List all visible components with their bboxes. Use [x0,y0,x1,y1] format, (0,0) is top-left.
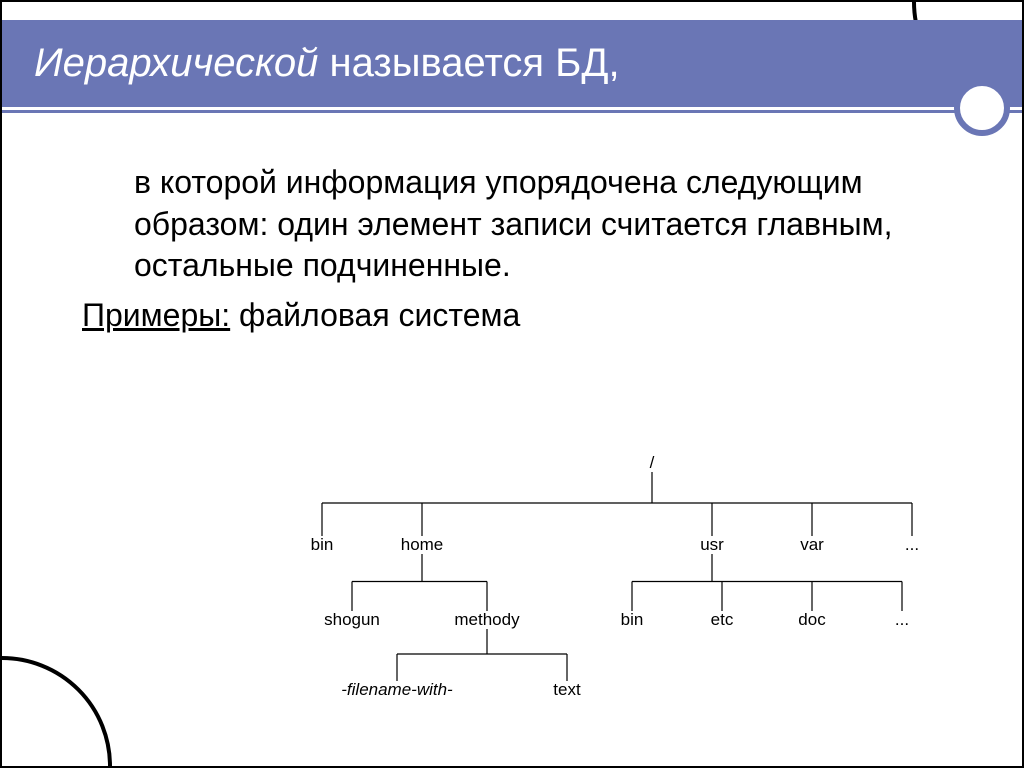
tree-node-usr: usr [700,535,724,554]
tree-node-etc: etc [711,610,734,629]
title-accent-circle [954,80,1010,136]
tree-node-shogun: shogun [324,610,380,629]
tree-node-methody: methody [454,610,520,629]
tree-node-dots2: ... [895,610,909,629]
title-bar: Иерархической называется БД, [2,20,1022,110]
filesystem-tree-diagram: / bin home usr var... shogun methody bin etc doc.… [242,450,962,710]
tree-node-bin1: bin [311,535,334,554]
tree-node-dots1: ... [905,535,919,554]
slide-title: Иерархической называется БД, [34,41,620,86]
tree-svg: / bin home usr var... shogun methody bin etc doc.… [242,450,962,710]
title-rest: называется БД, [318,41,619,85]
body-text: в которой информация упорядочена следующ… [82,162,942,336]
tree-node-bin2: bin [621,610,644,629]
examples-text: файловая система [230,297,520,333]
tree-node-home: home [401,535,444,554]
tree-node-var: var [800,535,824,554]
title-emphasis: Иерархической [34,41,318,85]
examples-label: Примеры: [82,297,230,333]
body-paragraph: в которой информация упорядочена следующ… [134,162,942,287]
slide-frame: Иерархической называется БД, в которой и… [0,0,1024,768]
tree-node-text: text [553,680,581,699]
tree-node-fname: -filename-with- [341,680,453,699]
corner-arc-bottom-left [0,656,112,768]
examples-line: Примеры: файловая система [82,295,942,337]
tree-node-doc: doc [798,610,826,629]
tree-node-root: / [650,453,655,472]
